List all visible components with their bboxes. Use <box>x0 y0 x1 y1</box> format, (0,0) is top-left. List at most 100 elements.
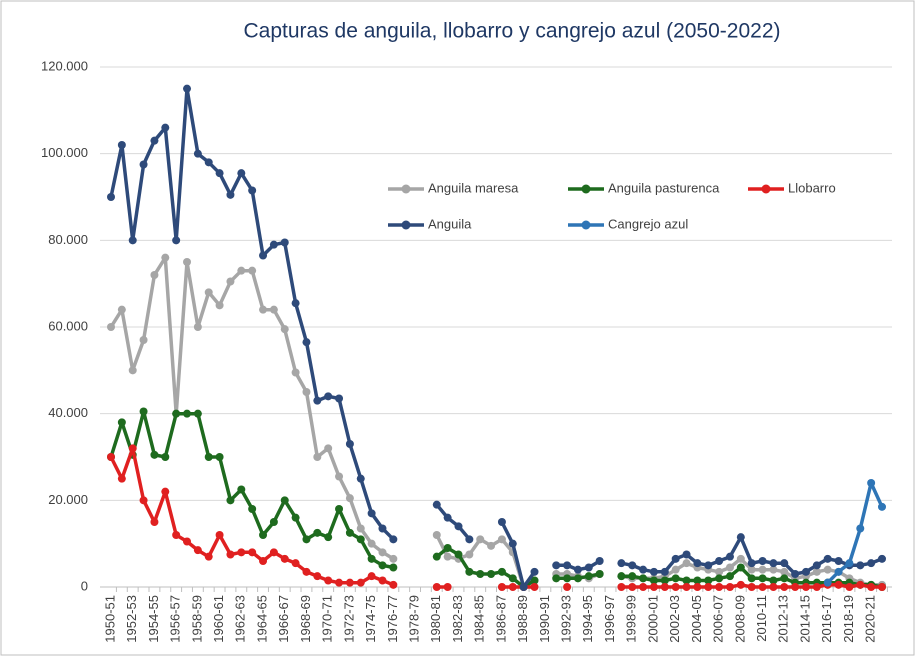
data-point <box>660 583 669 591</box>
data-point <box>259 531 268 539</box>
data-point <box>335 505 344 513</box>
legend-marker <box>581 184 591 194</box>
data-point <box>193 409 202 418</box>
data-point <box>280 554 289 563</box>
data-point <box>682 576 691 585</box>
data-point <box>389 554 398 563</box>
data-point <box>183 84 192 93</box>
data-point <box>367 554 376 563</box>
data-point <box>215 453 224 461</box>
data-point <box>758 574 767 583</box>
data-point <box>345 440 354 448</box>
data-point <box>834 557 843 565</box>
data-point <box>639 574 648 583</box>
data-point <box>150 518 159 526</box>
data-point <box>715 574 724 583</box>
data-point <box>823 565 832 574</box>
data-point <box>226 277 235 286</box>
data-point <box>280 238 289 247</box>
data-point <box>758 565 767 574</box>
data-point <box>508 574 517 583</box>
data-point <box>497 583 506 591</box>
data-point <box>801 567 810 576</box>
data-point <box>443 513 452 522</box>
data-point <box>259 305 268 314</box>
data-point <box>563 574 572 583</box>
data-point <box>487 570 496 578</box>
data-point <box>172 236 181 245</box>
x-tick-label: 2010-11 <box>754 595 769 642</box>
data-point <box>193 546 202 555</box>
x-tick-label: 2004-05 <box>689 595 704 643</box>
data-point <box>150 450 159 459</box>
data-point <box>302 338 311 347</box>
data-point <box>780 559 789 568</box>
legend-label: Anguila maresa <box>428 180 519 195</box>
data-point <box>291 368 300 377</box>
x-tick-label: 2018-19 <box>841 595 856 643</box>
data-point <box>671 583 680 591</box>
data-point <box>823 554 832 563</box>
data-point <box>237 169 246 178</box>
data-point <box>812 567 821 576</box>
x-tick-label: 1980-81 <box>428 595 443 643</box>
data-point <box>107 193 115 201</box>
data-point <box>639 565 648 574</box>
x-tick-label: 2014-15 <box>797 595 812 643</box>
y-tick-label: 60.000 <box>48 318 88 333</box>
data-point <box>161 487 170 496</box>
x-tick-label: 1970-71 <box>320 595 335 643</box>
data-point <box>443 583 452 591</box>
x-tick-label: 1988-89 <box>515 595 530 643</box>
data-point <box>715 583 724 591</box>
data-point <box>259 251 268 260</box>
data-point <box>389 563 398 572</box>
data-point <box>530 583 539 591</box>
data-point <box>465 567 474 576</box>
y-tick-label: 80.000 <box>48 232 88 247</box>
y-tick-label: 40.000 <box>48 405 88 420</box>
data-point <box>834 567 843 576</box>
data-point <box>302 567 311 576</box>
data-point <box>302 388 311 396</box>
data-point <box>704 576 713 585</box>
data-point <box>183 258 192 266</box>
data-point <box>780 574 789 583</box>
data-point <box>715 567 724 576</box>
data-point <box>313 396 322 405</box>
data-point <box>215 531 224 539</box>
data-point <box>867 559 876 568</box>
chart-title: Capturas de anguila, llobarro y cangrejo… <box>244 20 781 43</box>
data-point <box>291 559 300 568</box>
data-point <box>780 583 789 591</box>
data-point <box>280 325 289 334</box>
data-point <box>193 323 202 331</box>
data-point <box>335 578 344 587</box>
data-point <box>584 563 593 572</box>
data-point <box>769 576 778 585</box>
data-point <box>139 496 148 505</box>
data-point <box>519 583 528 591</box>
data-point <box>193 149 202 158</box>
x-tick-label: 2006-07 <box>711 595 726 643</box>
data-point <box>823 578 832 587</box>
data-point <box>704 561 713 570</box>
data-point <box>552 574 561 583</box>
data-point <box>237 485 246 494</box>
y-tick-label: 0 <box>81 578 88 593</box>
data-point <box>324 533 333 542</box>
data-point <box>725 583 734 591</box>
data-point <box>628 583 637 591</box>
data-point <box>682 550 691 559</box>
data-point <box>226 496 235 505</box>
data-point <box>736 554 745 563</box>
data-point <box>150 271 159 279</box>
data-point <box>465 535 474 544</box>
data-point <box>378 524 387 533</box>
data-point <box>476 570 485 578</box>
data-point <box>573 565 582 574</box>
y-tick-label: 120.000 <box>41 58 88 73</box>
data-point <box>693 576 702 585</box>
data-point <box>183 409 192 418</box>
data-point <box>628 561 637 570</box>
